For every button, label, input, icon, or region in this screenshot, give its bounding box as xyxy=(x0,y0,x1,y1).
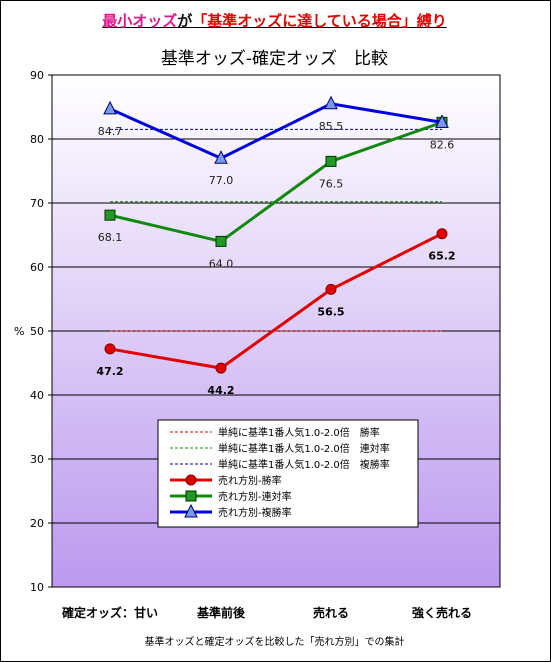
legend-entry-label: 売れ方別-複勝率 xyxy=(218,506,292,519)
header-title: 最小オッズが「基準オッズに達している場合」縛り xyxy=(0,10,549,31)
data-label: 68.1 xyxy=(98,231,123,244)
data-point xyxy=(215,235,227,247)
data-point xyxy=(185,490,197,502)
data-label: 82.6 xyxy=(430,138,455,151)
data-label: 64.0 xyxy=(209,257,234,270)
y-tick-label: 80 xyxy=(30,133,44,146)
data-point xyxy=(325,283,337,295)
gridlines xyxy=(52,138,500,524)
y-axis-ticks: 10 20 30 40 50 60 70 80 90 xyxy=(30,69,52,594)
y-tick-label: 20 xyxy=(30,517,44,530)
header-part-min-odds: 最小オッズ xyxy=(102,12,178,30)
x-category-label: 確定オッズ：甘い xyxy=(62,605,158,620)
y-tick-label: 50 xyxy=(30,325,44,338)
legend-entry-label: 売れ方別-連対率 xyxy=(218,490,292,503)
data-labels: 47.2 44.2 56.5 65.2 68.1 64.0 76.5 82.6 84.7 77.0… xyxy=(96,120,455,397)
legend-box xyxy=(157,419,419,528)
y-tick-label: 90 xyxy=(30,69,44,82)
data-label: 47.2 xyxy=(96,365,123,378)
header-part-particle: が xyxy=(177,12,193,30)
data-label: 85.5 xyxy=(319,120,344,133)
chart-title: 基準オッズ-確定オッズ 比較 xyxy=(160,49,389,69)
data-point xyxy=(324,95,338,110)
y-tick-label: 10 xyxy=(30,581,44,594)
series-line xyxy=(109,102,443,160)
x-category-label: 基準前後 xyxy=(196,605,246,620)
data-label: 77.0 xyxy=(209,174,234,187)
data-point xyxy=(104,343,116,355)
series-group xyxy=(103,95,449,374)
y-axis-label: % xyxy=(14,325,24,338)
data-label: 56.5 xyxy=(317,305,344,318)
x-category-label: 売れる xyxy=(313,605,349,620)
x-axis-categories: 確定オッズ：甘い 基準前後 売れる 強く売れる xyxy=(62,605,472,620)
data-label: 84.7 xyxy=(98,125,123,138)
data-point xyxy=(325,155,337,167)
header-part-condition: 「基準オッズに達している場合」縛り xyxy=(192,12,447,30)
data-point xyxy=(214,150,228,164)
y-tick-label: 70 xyxy=(30,197,44,210)
data-point xyxy=(184,503,198,518)
legend-entry-label: 単純に基準1番人気1.0-2.0倍 連対率 xyxy=(218,442,390,455)
data-point xyxy=(103,100,117,115)
data-label: 76.5 xyxy=(319,177,344,190)
data-point xyxy=(215,362,227,374)
data-label: 65.2 xyxy=(428,250,455,263)
legend-entry-label: 単純に基準1番人気1.0-2.0倍 勝率 xyxy=(218,426,380,439)
series-line xyxy=(109,232,443,370)
y-tick-label: 60 xyxy=(30,261,44,274)
y-tick-label: 40 xyxy=(30,389,44,402)
y-tick-label: 30 xyxy=(30,453,44,466)
data-point xyxy=(435,114,449,128)
footnote: 基準オッズと確定オッズを比較した「売れ方別」での集計 xyxy=(144,637,405,648)
data-point xyxy=(185,474,197,486)
legend-entry-label: 単純に基準1番人気1.0-2.0倍 複勝率 xyxy=(218,458,390,471)
data-label: 44.2 xyxy=(207,384,234,397)
series-line xyxy=(109,120,443,244)
data-point xyxy=(104,209,116,221)
data-point xyxy=(436,228,448,240)
legend-entry-label: 売れ方別-勝率 xyxy=(218,474,282,487)
x-category-label: 強く売れる xyxy=(412,605,472,620)
